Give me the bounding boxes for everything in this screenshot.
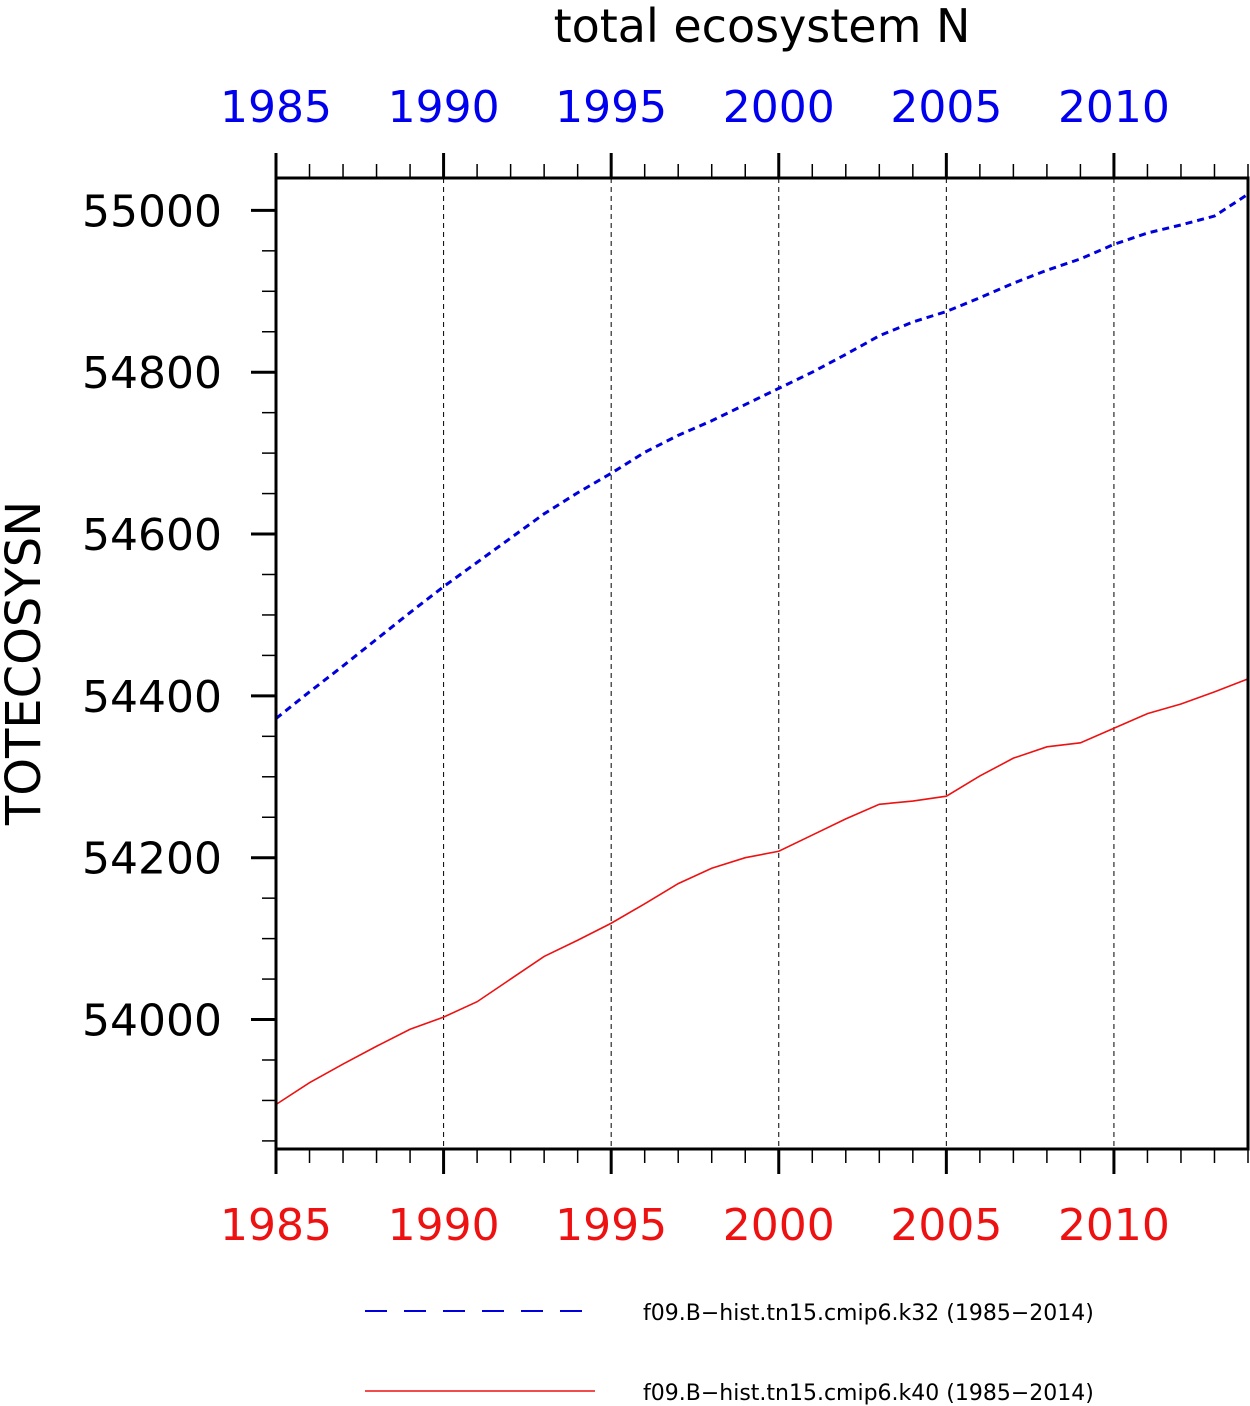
y-tick-label-54400: 54400 <box>82 672 222 723</box>
top-tick-label-2005: 2005 <box>890 82 1002 133</box>
legend-label-k40: f09.B−hist.tn15.cmip6.k40 (1985−2014) <box>643 1381 1094 1406</box>
top-tick-label-1985: 1985 <box>220 82 332 133</box>
y-tick-label-54200: 54200 <box>82 834 222 885</box>
legend-label-k32: f09.B−hist.tn15.cmip6.k32 (1985−2014) <box>643 1301 1094 1326</box>
bottom-tick-label-1990: 1990 <box>388 1200 500 1251</box>
y-tick-label-54600: 54600 <box>82 510 222 561</box>
bottom-tick-label-2005: 2005 <box>890 1200 1002 1251</box>
y-axis-label: TOTECOSYSN <box>0 501 52 826</box>
chart-title: total ecosystem N <box>554 0 971 53</box>
bottom-x-tick-labels: 1985 1990 1995 2000 2005 2010 <box>220 1200 1170 1251</box>
bottom-tick-label-1995: 1995 <box>555 1200 667 1251</box>
grid-lines <box>443 178 1115 1149</box>
legend: f09.B−hist.tn15.cmip6.k32 (1985−2014) f0… <box>365 1301 1094 1406</box>
axis-ticks <box>251 153 1249 1174</box>
series-line-1 <box>275 678 1249 1106</box>
top-tick-label-2000: 2000 <box>723 82 835 133</box>
y-tick-label-54000: 54000 <box>82 996 222 1047</box>
y-tick-label-55000: 55000 <box>82 186 222 237</box>
top-tick-label-1990: 1990 <box>388 82 500 133</box>
top-tick-label-1995: 1995 <box>555 82 667 133</box>
y-tick-label-54800: 54800 <box>82 348 222 399</box>
top-tick-label-2010: 2010 <box>1058 82 1170 133</box>
bottom-tick-label-2010: 2010 <box>1058 1200 1170 1251</box>
top-x-tick-labels: 1985 1990 1995 2000 2005 2010 <box>220 82 1170 133</box>
plot-frame <box>274 176 1250 1151</box>
bottom-tick-label-2000: 2000 <box>723 1200 835 1251</box>
y-tick-labels: 54000 54200 54400 54600 54800 55000 <box>82 186 222 1046</box>
series-lines <box>275 192 1249 1106</box>
series-line-0 <box>275 192 1249 720</box>
bottom-tick-label-1985: 1985 <box>220 1200 332 1251</box>
